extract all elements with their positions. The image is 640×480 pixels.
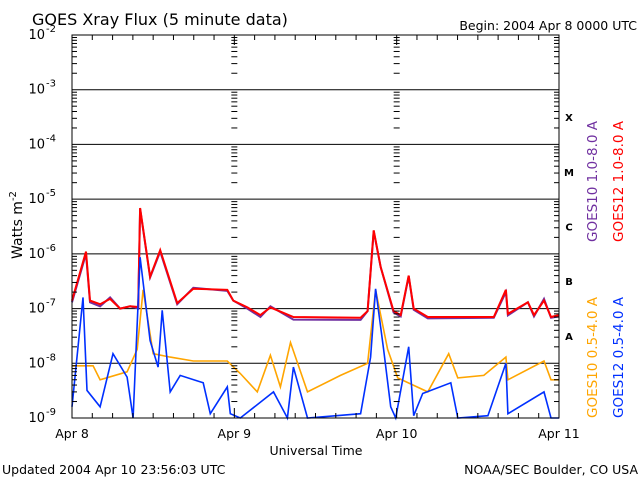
y-tick-exponent: -6 <box>46 243 56 254</box>
y-tick-base: 10 <box>28 192 45 207</box>
x-tick-label: Apr 11 <box>538 426 580 441</box>
svg-text:Watts m-2: Watts m-2 <box>8 191 26 259</box>
legend-label: GOES12 0.5-4.0 A <box>611 296 627 418</box>
flare-class-label: X <box>565 113 573 124</box>
series-lines <box>71 207 560 421</box>
y-tick-exponent: -3 <box>46 79 56 90</box>
legend-entry: GOES10 0.5-4.0 A <box>585 296 601 418</box>
x-tick-label: Apr 9 <box>218 426 252 441</box>
y-tick-base: 10 <box>28 356 45 371</box>
y-tick-base: 10 <box>28 83 45 98</box>
y-tick-exponent: -7 <box>46 298 56 309</box>
flare-class-label: C <box>565 223 572 234</box>
y-tick-exponent: -5 <box>46 188 56 199</box>
x-axis-label: Universal Time <box>270 443 363 458</box>
grid <box>72 89 559 364</box>
legend-label: GOES10 1.0-8.0 A <box>585 120 601 242</box>
y-tick-exponent: -9 <box>46 407 56 418</box>
x-tick-label: Apr 10 <box>376 426 418 441</box>
series-line-goes10-0-5-4-0-a <box>72 289 559 394</box>
y-tick-base: 10 <box>28 411 45 426</box>
y-axis-label-text: Watts m <box>10 201 26 259</box>
y-tick-exponent: -8 <box>46 352 56 363</box>
y-tick-base: 10 <box>28 28 45 43</box>
y-tick-label: 10-7 <box>28 298 56 317</box>
y-tick-label: 10-5 <box>28 188 56 207</box>
y-tick-base: 10 <box>28 137 45 152</box>
y-tick-label: 10-4 <box>28 133 56 152</box>
y-tick-label: 10-8 <box>28 352 56 371</box>
y-axis-label-exponent: -2 <box>8 191 19 201</box>
legend-entry: GOES12 1.0-8.0 A <box>611 120 627 242</box>
y-tick-label: 10-6 <box>28 243 56 262</box>
y-tick-label: 10-9 <box>28 407 56 426</box>
plot-frame <box>71 34 560 419</box>
flare-class-label: A <box>565 332 573 343</box>
y-tick-label: 10-3 <box>28 79 56 98</box>
y-tick-label: 10-2 <box>28 24 56 43</box>
y-tick-exponent: -4 <box>46 133 56 144</box>
series-line-goes12-0-5-4-0-a <box>71 257 559 421</box>
y-axis-label: Watts m-2 <box>8 191 26 259</box>
chart-title: GOES Xray Flux (5 minute data) <box>32 10 288 29</box>
legend-entry: GOES12 0.5-4.0 A <box>611 296 627 418</box>
y-tick-base: 10 <box>28 247 45 262</box>
legend-entry: GOES10 1.0-8.0 A <box>585 120 601 242</box>
flare-class-label: B <box>565 277 573 288</box>
series-line-goes12-1-0-8-0-a <box>71 207 560 319</box>
flare-class-label: M <box>564 168 574 179</box>
legend-label: GOES10 0.5-4.0 A <box>585 296 601 418</box>
footer-updated: Updated 2004 Apr 10 23:56:03 UTC <box>2 462 226 477</box>
x-tick-label: Apr 8 <box>55 426 89 441</box>
legend: GOES10 1.0-8.0 A GOES12 1.0-8.0 A GOES10 0… <box>585 120 627 418</box>
y-tick-base: 10 <box>28 302 45 317</box>
y-tick-exponent: -2 <box>46 24 56 35</box>
footer-credit: NOAA/SEC Boulder, CO USA <box>464 462 638 477</box>
legend-label: GOES12 1.0-8.0 A <box>611 120 627 242</box>
chart-subtitle: Begin: 2004 Apr 8 0000 UTC <box>459 18 637 33</box>
